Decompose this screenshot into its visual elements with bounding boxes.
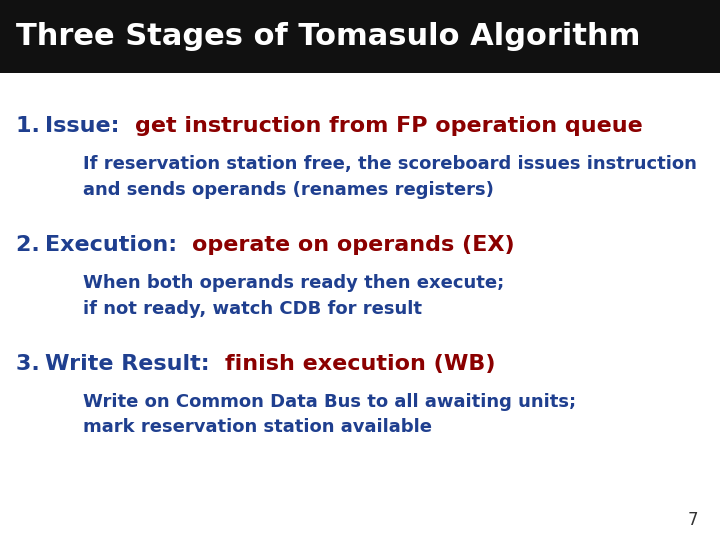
Text: mark reservation station available: mark reservation station available (83, 418, 432, 436)
Text: if not ready, watch CDB for result: if not ready, watch CDB for result (83, 300, 422, 318)
Text: If reservation station free, the scoreboard issues instruction: If reservation station free, the scorebo… (83, 155, 697, 173)
Text: get instruction from FP operation queue: get instruction from FP operation queue (135, 116, 642, 136)
Text: Write Result:: Write Result: (45, 354, 225, 374)
Text: Execution:: Execution: (45, 235, 192, 255)
Text: When both operands ready then execute;: When both operands ready then execute; (83, 274, 504, 292)
Text: 3.: 3. (16, 354, 55, 374)
Text: 2.: 2. (16, 235, 55, 255)
Text: Write on Common Data Bus to all awaiting units;: Write on Common Data Bus to all awaiting… (83, 393, 576, 410)
Text: finish execution (WB): finish execution (WB) (225, 354, 495, 374)
Text: 1.: 1. (16, 116, 55, 136)
Text: and sends operands (renames registers): and sends operands (renames registers) (83, 181, 494, 199)
Text: Issue:: Issue: (45, 116, 135, 136)
Bar (0, 0, 720, 73)
Text: 7: 7 (688, 511, 698, 529)
Text: Three Stages of Tomasulo Algorithm: Three Stages of Tomasulo Algorithm (16, 22, 640, 51)
Text: operate on operands (EX): operate on operands (EX) (192, 235, 515, 255)
